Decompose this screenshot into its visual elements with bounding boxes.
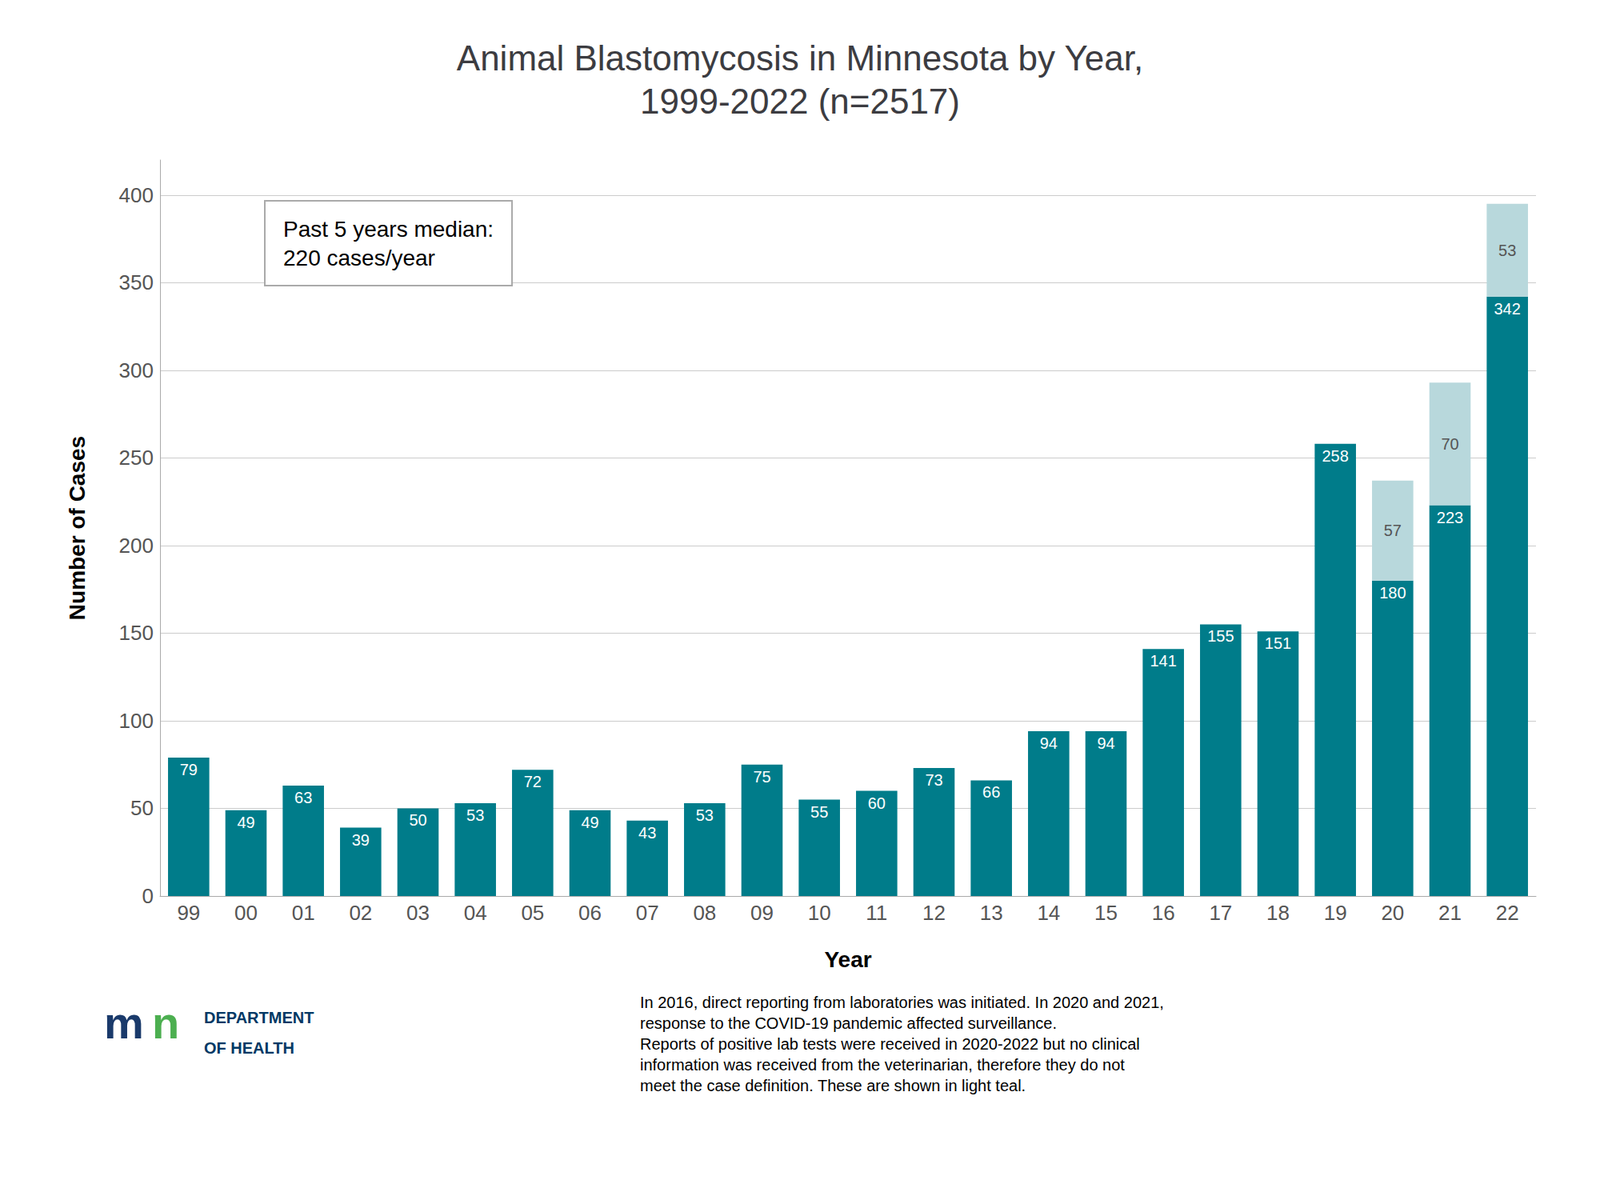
svg-text:350: 350 — [119, 270, 154, 295]
svg-text:50: 50 — [408, 811, 427, 829]
svg-text:141: 141 — [1149, 652, 1176, 670]
svg-text:02: 02 — [348, 900, 372, 925]
svg-text:180: 180 — [1379, 584, 1406, 602]
svg-text:03: 03 — [406, 900, 430, 925]
svg-text:Reports of positive lab tests: Reports of positive lab tests were recei… — [640, 1035, 1140, 1053]
svg-text:OF HEALTH: OF HEALTH — [204, 1039, 295, 1057]
svg-text:meet the case definition. Thes: meet the case definition. These are show… — [640, 1076, 1026, 1095]
svg-text:m: m — [104, 997, 144, 1048]
svg-text:63: 63 — [294, 788, 312, 807]
svg-text:19: 19 — [1324, 900, 1348, 925]
svg-text:18: 18 — [1266, 900, 1290, 925]
svg-text:00: 00 — [234, 900, 258, 925]
svg-text:50: 50 — [130, 796, 154, 820]
svg-text:Number of Cases: Number of Cases — [64, 436, 90, 620]
svg-text:66: 66 — [982, 783, 1000, 801]
svg-text:09: 09 — [750, 900, 774, 925]
svg-text:53: 53 — [696, 806, 714, 824]
svg-text:14: 14 — [1036, 900, 1060, 925]
svg-text:400: 400 — [119, 183, 154, 208]
svg-text:150: 150 — [119, 620, 154, 645]
svg-text:13: 13 — [980, 900, 1004, 925]
svg-text:223: 223 — [1436, 508, 1464, 527]
svg-text:Year: Year — [824, 947, 872, 972]
svg-text:response to the COVID-19 pande: response to the COVID-19 pandemic affect… — [640, 1014, 1057, 1032]
svg-text:94: 94 — [1096, 734, 1115, 752]
svg-text:60: 60 — [868, 794, 886, 812]
svg-text:1999-2022 (n=2517): 1999-2022 (n=2517) — [640, 81, 960, 121]
svg-text:342: 342 — [1493, 300, 1520, 318]
svg-text:200: 200 — [119, 533, 154, 558]
svg-text:Animal Blastomycosis in Minnes: Animal Blastomycosis in Minnesota by Yea… — [456, 38, 1144, 78]
svg-text:73: 73 — [924, 771, 943, 789]
svg-text:20: 20 — [1380, 900, 1404, 925]
svg-text:11: 11 — [865, 900, 888, 925]
svg-text:55: 55 — [810, 803, 828, 821]
svg-text:100: 100 — [119, 708, 154, 733]
svg-text:258: 258 — [1321, 447, 1348, 465]
svg-text:information was received from: information was received from the veteri… — [640, 1056, 1125, 1074]
svg-text:12: 12 — [922, 900, 946, 925]
svg-text:39: 39 — [352, 831, 370, 849]
svg-text:10: 10 — [808, 900, 832, 925]
svg-text:99: 99 — [176, 900, 200, 925]
svg-text:05: 05 — [520, 900, 544, 925]
svg-text:43: 43 — [638, 824, 656, 842]
svg-text:79: 79 — [180, 760, 198, 779]
svg-text:01: 01 — [292, 900, 316, 925]
svg-text:15: 15 — [1094, 900, 1118, 925]
svg-text:75: 75 — [752, 768, 771, 786]
svg-text:49: 49 — [236, 813, 255, 832]
svg-text:08: 08 — [692, 900, 716, 925]
svg-text:53: 53 — [466, 806, 484, 824]
svg-text:155: 155 — [1207, 627, 1234, 645]
svg-text:DEPARTMENT: DEPARTMENT — [204, 1008, 314, 1027]
svg-text:250: 250 — [119, 445, 154, 470]
svg-text:21: 21 — [1438, 900, 1462, 925]
svg-text:151: 151 — [1264, 634, 1292, 652]
svg-text:16: 16 — [1152, 900, 1176, 925]
svg-text:Past 5 years median:: Past 5 years median: — [283, 216, 494, 242]
svg-text:49: 49 — [580, 813, 599, 832]
svg-text:53: 53 — [1498, 241, 1516, 260]
svg-text:72: 72 — [524, 772, 542, 791]
svg-text:70: 70 — [1440, 435, 1459, 453]
svg-text:94: 94 — [1040, 734, 1058, 752]
svg-text:300: 300 — [119, 358, 154, 383]
svg-text:17: 17 — [1208, 900, 1232, 925]
svg-text:04: 04 — [464, 900, 488, 925]
svg-text:22: 22 — [1496, 900, 1520, 925]
svg-text:57: 57 — [1384, 521, 1402, 540]
svg-text:n: n — [152, 997, 180, 1048]
svg-text:220 cases/year: 220 cases/year — [283, 245, 436, 271]
svg-text:06: 06 — [578, 900, 602, 925]
svg-text:In 2016, direct reporting from: In 2016, direct reporting from laborator… — [640, 993, 1164, 1012]
svg-text:07: 07 — [636, 900, 660, 925]
svg-text:0: 0 — [142, 884, 154, 908]
